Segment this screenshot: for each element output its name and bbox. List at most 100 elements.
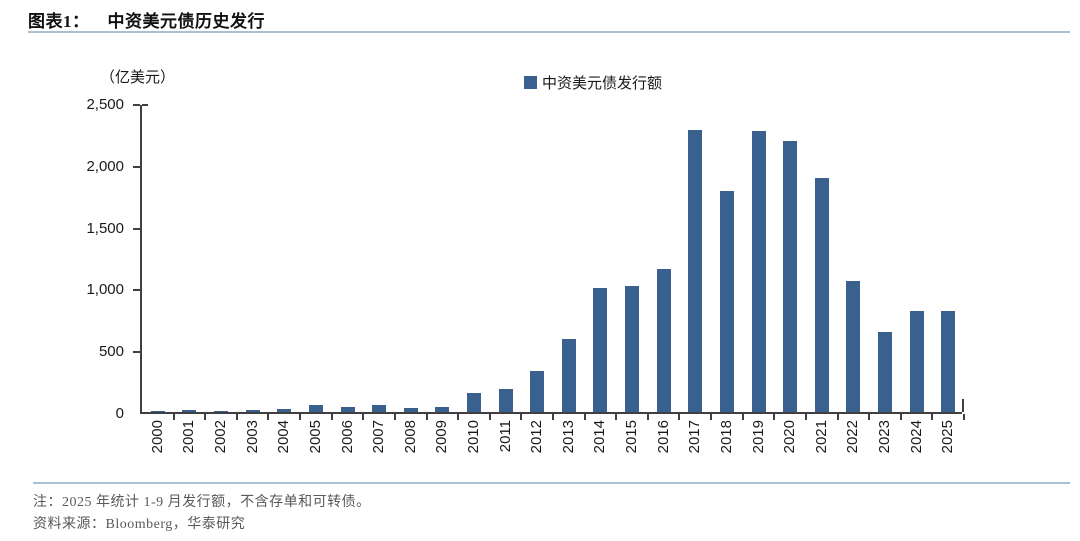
bar-2023: [877, 331, 892, 412]
chart-legend: 中资美元债发行额: [524, 72, 662, 93]
x-axis-label-2015: 2015: [623, 420, 641, 454]
bar-2014: [593, 288, 608, 412]
figure-label: 图表1：: [28, 12, 90, 31]
y-tick-mark: [133, 165, 140, 168]
x-axis-label-2013: 2013: [559, 420, 577, 454]
x-axis-label-2009: 2009: [433, 420, 451, 454]
bar-2003: [245, 409, 260, 412]
bar-2011: [498, 388, 513, 412]
x-tick-mark: [710, 414, 713, 420]
x-tick-mark: [646, 414, 649, 420]
x-axis-label-2000: 2000: [148, 420, 166, 454]
bar-2000: [150, 411, 165, 412]
x-tick-mark: [963, 414, 965, 420]
footer-separator: [33, 482, 1070, 484]
x-tick-mark: [488, 414, 491, 420]
x-tick-mark: [836, 414, 839, 420]
plot-area: 0 500 1,000 1,500 2,000 2,500 2000 2001 2002 2003…: [86, 96, 965, 453]
bar-2001: [182, 410, 197, 412]
x-axis-label-2022: 2022: [844, 420, 862, 454]
bar-2008: [403, 408, 418, 412]
x-axis-label-2010: 2010: [464, 420, 482, 454]
bar-2019: [751, 131, 766, 412]
x-tick-mark: [299, 414, 302, 420]
x-axis-label-2017: 2017: [686, 420, 704, 454]
legend-label: 中资美元债发行额: [542, 76, 663, 92]
x-tick-mark: [393, 414, 396, 420]
bar-2025: [941, 311, 956, 412]
bar-2018: [719, 190, 734, 412]
x-axis-label-2003: 2003: [243, 420, 261, 454]
bar-2015: [625, 285, 640, 412]
x-axis-label-2016: 2016: [654, 420, 672, 454]
x-axis-label-2004: 2004: [275, 420, 293, 454]
y-tick-label: 1,000: [86, 281, 124, 299]
source-note: 资料来源：Bloomberg，华泰研究: [33, 517, 246, 532]
x-axis-label-2011: 2011: [496, 420, 514, 453]
x-axis-label-2012: 2012: [528, 420, 546, 454]
bar-2017: [688, 130, 703, 412]
bar-2009: [435, 407, 450, 412]
bar-2022: [846, 280, 861, 412]
bar-2005: [308, 404, 323, 412]
x-tick-mark: [204, 414, 207, 420]
x-axis-label-2014: 2014: [591, 420, 609, 454]
x-tick-mark: [457, 414, 460, 420]
y-tick-mark: [133, 227, 140, 230]
bar-2021: [814, 178, 829, 412]
x-tick-mark: [267, 414, 270, 420]
x-tick-mark: [235, 414, 238, 420]
x-tick-mark: [899, 414, 902, 420]
x-axis-label-2019: 2019: [749, 420, 767, 454]
x-tick-mark: [868, 414, 871, 420]
x-axis-label-2007: 2007: [370, 420, 388, 454]
chart-note: 注：2025 年统计 1-9 月发行额，不含存单和可转债。: [33, 495, 371, 510]
y-tick-label: 2,500: [86, 96, 124, 113]
bar-2012: [530, 371, 545, 412]
y-axis-unit-label: （亿美元）: [100, 70, 176, 86]
x-tick-mark: [425, 414, 428, 420]
figure-title-text: 中资美元债历史发行: [107, 12, 265, 31]
x-tick-mark: [520, 414, 523, 420]
bar-2013: [561, 339, 576, 412]
x-axis-label-2020: 2020: [781, 420, 799, 454]
y-tick-mark: [133, 351, 140, 354]
x-tick-mark: [583, 414, 586, 420]
x-tick-mark: [931, 414, 934, 420]
bar-2010: [466, 393, 481, 412]
bar-2002: [214, 410, 229, 412]
x-tick-mark: [773, 414, 776, 420]
x-tick-mark: [552, 414, 554, 420]
x-axis-label-2006: 2006: [338, 420, 356, 454]
x-axis-end-tick: [962, 399, 964, 412]
x-axis-label-2024: 2024: [907, 420, 925, 454]
x-axis-label-2025: 2025: [939, 420, 957, 454]
x-axis-label-2001: 2001: [180, 420, 198, 454]
y-tick-label: 2,000: [86, 157, 124, 175]
legend-square-marker: [524, 76, 537, 89]
y-tick-mark: [133, 104, 140, 106]
x-axis-label-2023: 2023: [875, 420, 893, 454]
x-tick-mark: [330, 414, 333, 420]
y-tick-label: 0: [115, 405, 124, 422]
x-tick-mark: [804, 414, 807, 420]
bar-2006: [340, 407, 355, 412]
y-tick-mark: [133, 289, 140, 292]
bar-2020: [783, 141, 798, 412]
bar-2004: [277, 408, 292, 412]
x-axis-label-2018: 2018: [717, 420, 735, 454]
figure-title: 图表1： 中资美元债历史发行: [28, 7, 265, 32]
x-tick-mark: [172, 414, 175, 420]
title-underline: [28, 31, 1070, 33]
y-tick-label: 1,500: [86, 219, 124, 237]
y-axis-top-tick: [142, 104, 148, 106]
x-axis-label-2005: 2005: [306, 420, 324, 454]
bar-2024: [909, 310, 924, 412]
x-axis-label-2021: 2021: [812, 420, 830, 454]
x-axis-label-2002: 2002: [212, 420, 230, 454]
y-tick-label: 500: [98, 343, 124, 361]
x-tick-mark: [741, 414, 744, 420]
x-tick-mark: [615, 414, 618, 420]
bar-2016: [656, 268, 671, 412]
